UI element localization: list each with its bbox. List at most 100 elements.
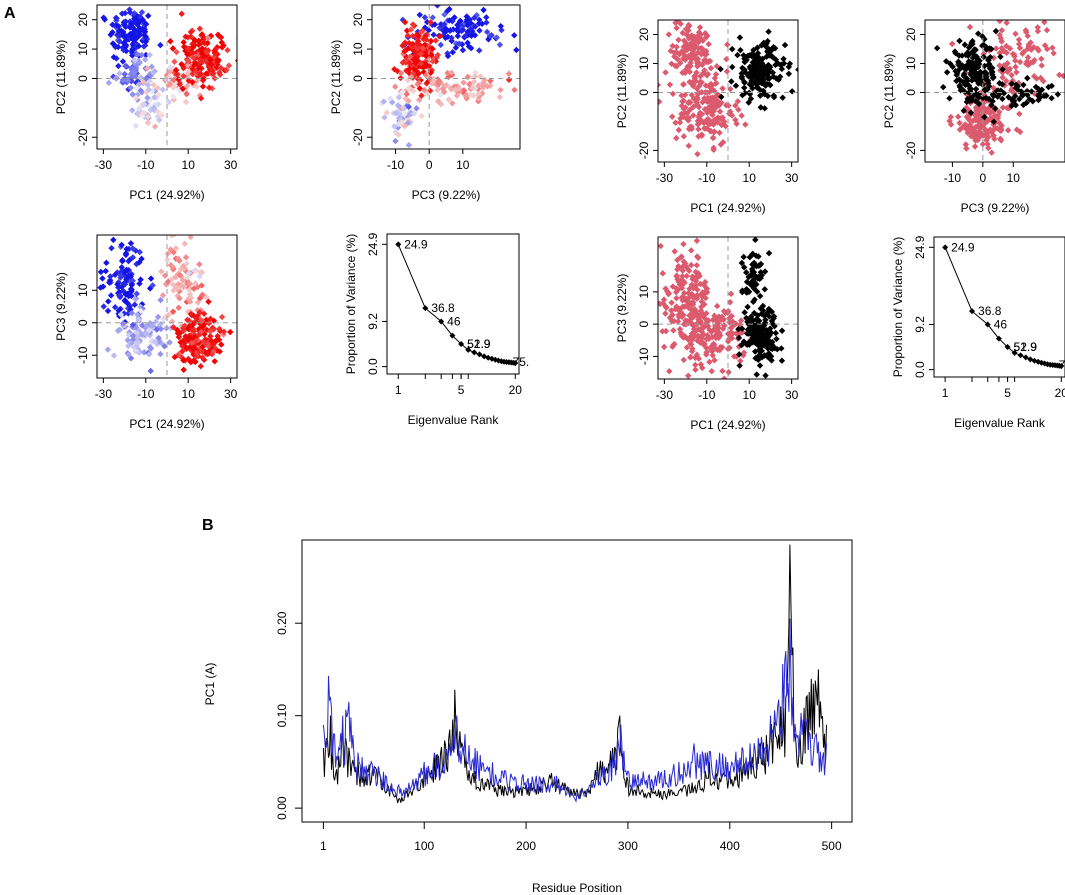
data-point (978, 130, 986, 138)
data-point (757, 269, 764, 276)
data-point (1016, 110, 1023, 118)
data-point (717, 65, 724, 73)
data-point (676, 281, 684, 288)
data-point (155, 334, 162, 342)
data-point (464, 73, 471, 81)
data-point (220, 328, 228, 335)
y-tick-label: 0 (904, 89, 918, 96)
data-point (471, 32, 479, 39)
data-point (131, 15, 138, 22)
data-point (123, 266, 130, 274)
cumulative-label: 24.9 (404, 237, 428, 251)
data-point (434, 51, 441, 59)
data-point (964, 77, 971, 85)
data-point (992, 105, 999, 112)
data-point (407, 26, 415, 33)
data-point (1024, 91, 1031, 99)
data-point (659, 270, 666, 277)
data-point (694, 49, 702, 56)
data-point (128, 74, 135, 81)
data-point (722, 102, 730, 109)
data-point (756, 292, 764, 300)
data-point (1008, 102, 1015, 110)
data-point (171, 353, 178, 361)
data-point (724, 338, 732, 345)
data-point (400, 105, 407, 112)
data-point (996, 127, 1004, 134)
data-point (757, 70, 764, 77)
data-point (430, 78, 437, 85)
data-point (740, 264, 748, 271)
data-point (999, 74, 1006, 81)
data-point (129, 336, 136, 344)
data-point (448, 86, 455, 93)
data-point (670, 341, 677, 349)
data-point (749, 268, 756, 275)
data-point (673, 134, 680, 142)
data-point (688, 125, 695, 133)
data-point (462, 33, 469, 40)
data-point (127, 84, 134, 92)
data-point (706, 326, 713, 334)
data-point (708, 333, 716, 341)
data-point (404, 32, 412, 39)
data-point (146, 96, 154, 103)
data-point (972, 85, 980, 93)
data-point (677, 309, 685, 316)
data-point (685, 289, 692, 297)
data-point (1000, 47, 1008, 55)
y-tick-label: 0.00 (275, 796, 289, 820)
y-tick-label: 0.10 (275, 704, 289, 728)
data-point (740, 352, 747, 359)
data-point (147, 275, 155, 282)
data-point (106, 279, 113, 286)
data-point (129, 107, 136, 114)
data-point (748, 271, 755, 278)
x-tick-label: -30 (95, 158, 113, 172)
data-point (151, 338, 159, 345)
data-point (973, 58, 980, 65)
data-point (743, 314, 750, 322)
data-point (645, 267, 651, 273)
data-point (668, 299, 675, 306)
variance-point (465, 346, 472, 353)
data-point (154, 313, 162, 321)
data-point (679, 303, 687, 310)
data-point (728, 312, 735, 320)
data-point (955, 58, 962, 66)
variance-point (458, 341, 465, 348)
data-point (747, 80, 754, 88)
data-point (717, 115, 724, 122)
data-point (1013, 69, 1020, 76)
data-point (961, 41, 969, 48)
data-point (674, 318, 682, 325)
data-point (705, 41, 712, 48)
data-point (414, 37, 422, 45)
data-point (704, 70, 712, 78)
data-point (778, 345, 785, 352)
data-point (203, 49, 211, 56)
data-point (218, 313, 226, 321)
data-point (419, 45, 427, 52)
data-point (191, 345, 199, 352)
data-point (672, 288, 680, 296)
data-point (460, 79, 467, 86)
data-point (1041, 20, 1048, 26)
data-point (723, 55, 730, 63)
data-point (997, 53, 1004, 60)
data-point (984, 106, 991, 114)
data-point (142, 33, 149, 40)
data-point (669, 90, 677, 98)
data-point (684, 265, 691, 272)
data-point (955, 52, 963, 59)
data-point (984, 77, 992, 84)
chart-a-variance-right: 24.9 36.846 51.952.9 75. 1 5 20 0.0 9.2 24.9 Eigen… (891, 235, 1065, 430)
y-tick-label: 0 (76, 319, 90, 326)
data-point (189, 65, 196, 73)
data-point (1011, 92, 1019, 100)
data-point (114, 32, 121, 39)
data-point (115, 23, 122, 30)
y-tick-label: 10 (637, 285, 651, 299)
variance-point (449, 332, 456, 339)
data-point (676, 306, 683, 313)
